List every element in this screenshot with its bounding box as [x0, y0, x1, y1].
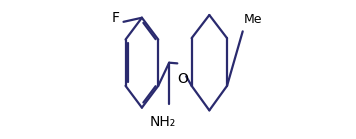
Text: NH₂: NH₂	[149, 115, 176, 129]
Text: F: F	[112, 11, 120, 25]
Text: O: O	[177, 72, 188, 86]
Text: Me: Me	[244, 13, 262, 26]
